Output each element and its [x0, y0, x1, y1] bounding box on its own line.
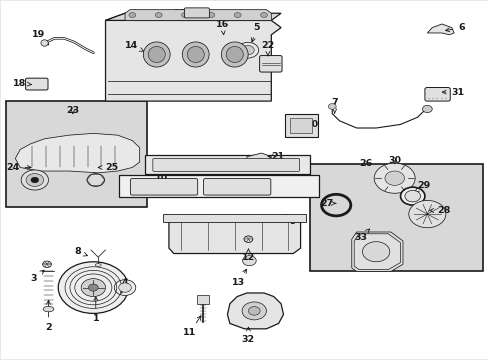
Text: 20: 20 [301, 120, 318, 129]
Circle shape [242, 256, 256, 266]
Circle shape [81, 279, 105, 297]
Text: 33: 33 [353, 229, 369, 242]
FancyBboxPatch shape [5, 101, 147, 207]
Text: 29: 29 [414, 181, 430, 192]
Ellipse shape [221, 42, 247, 67]
Polygon shape [105, 13, 281, 21]
Circle shape [328, 104, 335, 109]
Text: 9: 9 [285, 214, 296, 226]
Text: 11: 11 [183, 316, 201, 337]
Circle shape [129, 13, 136, 18]
Text: 7: 7 [331, 98, 337, 113]
Text: 6: 6 [445, 23, 464, 32]
Text: 24: 24 [6, 163, 31, 172]
Text: 10: 10 [155, 174, 182, 183]
Text: 31: 31 [441, 87, 464, 96]
Circle shape [422, 105, 431, 113]
FancyBboxPatch shape [285, 114, 317, 136]
Polygon shape [427, 24, 453, 35]
Circle shape [260, 13, 267, 18]
Polygon shape [15, 134, 140, 173]
Text: 14: 14 [124, 41, 143, 51]
Circle shape [119, 283, 131, 292]
Ellipse shape [42, 261, 51, 267]
Text: 23: 23 [66, 105, 79, 114]
Polygon shape [125, 10, 271, 21]
Circle shape [181, 13, 188, 18]
Text: 3: 3 [31, 270, 44, 283]
Ellipse shape [187, 46, 204, 63]
Ellipse shape [148, 46, 165, 63]
Text: 18: 18 [13, 79, 32, 88]
Text: 2: 2 [45, 300, 52, 332]
Text: 19: 19 [32, 30, 49, 45]
FancyBboxPatch shape [289, 118, 312, 134]
FancyBboxPatch shape [197, 295, 208, 305]
Text: 21: 21 [268, 152, 284, 161]
Circle shape [242, 302, 266, 320]
Text: 27: 27 [319, 199, 335, 208]
Ellipse shape [182, 42, 209, 67]
Polygon shape [168, 218, 300, 253]
Ellipse shape [244, 236, 252, 242]
FancyBboxPatch shape [184, 8, 209, 18]
FancyBboxPatch shape [25, 78, 48, 90]
Circle shape [400, 187, 424, 205]
FancyBboxPatch shape [145, 155, 309, 174]
FancyBboxPatch shape [163, 214, 306, 222]
Circle shape [408, 201, 445, 228]
Circle shape [87, 174, 104, 186]
Circle shape [384, 171, 404, 185]
Text: 8: 8 [74, 247, 87, 256]
Circle shape [237, 42, 258, 58]
Polygon shape [246, 153, 271, 160]
Circle shape [21, 170, 48, 190]
Circle shape [88, 284, 98, 291]
Text: 5: 5 [251, 23, 260, 42]
Text: 13: 13 [232, 269, 246, 287]
Circle shape [373, 163, 414, 193]
FancyBboxPatch shape [119, 175, 319, 197]
Text: 16: 16 [216, 19, 229, 35]
FancyBboxPatch shape [153, 158, 299, 171]
Circle shape [26, 174, 43, 186]
Text: 15: 15 [142, 186, 165, 195]
Text: 25: 25 [98, 163, 118, 172]
FancyBboxPatch shape [259, 55, 282, 72]
Text: 1: 1 [92, 297, 99, 323]
Circle shape [31, 177, 39, 183]
FancyBboxPatch shape [203, 179, 270, 195]
Circle shape [58, 262, 128, 314]
Circle shape [207, 13, 214, 18]
Circle shape [404, 190, 420, 202]
Circle shape [114, 280, 136, 296]
FancyBboxPatch shape [424, 87, 449, 101]
Ellipse shape [95, 264, 101, 266]
Ellipse shape [143, 42, 170, 67]
Circle shape [155, 13, 162, 18]
Text: 26: 26 [358, 159, 371, 168]
Polygon shape [105, 13, 281, 101]
Text: 12: 12 [241, 249, 255, 262]
FancyBboxPatch shape [310, 164, 483, 271]
Circle shape [241, 45, 254, 55]
Text: 17: 17 [173, 9, 190, 20]
Text: 32: 32 [242, 327, 254, 344]
Text: 4: 4 [121, 278, 128, 293]
Ellipse shape [43, 306, 54, 312]
Ellipse shape [41, 40, 48, 46]
Ellipse shape [226, 46, 243, 63]
FancyBboxPatch shape [130, 179, 197, 195]
Text: 28: 28 [429, 206, 449, 215]
Circle shape [234, 13, 241, 18]
Circle shape [362, 242, 389, 262]
Circle shape [248, 307, 260, 315]
Text: 22: 22 [261, 41, 274, 56]
Text: 30: 30 [387, 156, 400, 165]
Polygon shape [351, 232, 402, 271]
Polygon shape [227, 293, 283, 329]
